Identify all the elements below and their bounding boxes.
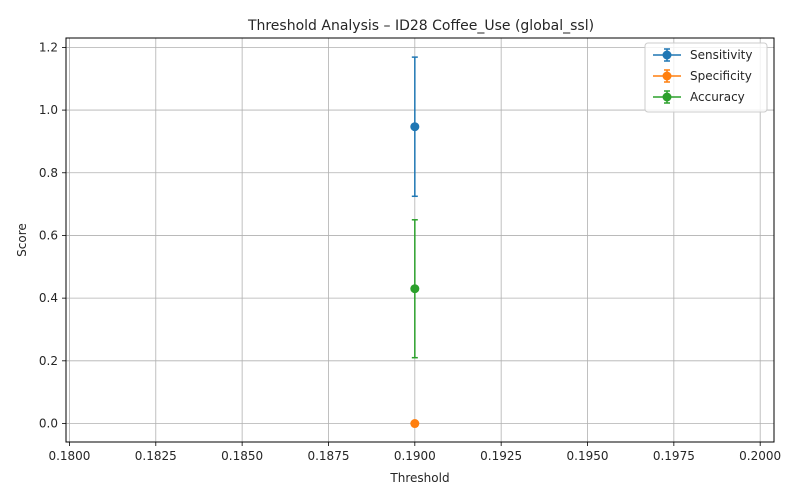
- legend-box: [644, 42, 768, 113]
- legend-label-sensitivity: Sensitivity: [690, 48, 752, 62]
- legend-marker-sensitivity: [662, 50, 672, 60]
- data-point-specificity: [410, 419, 420, 429]
- x-tick-label: 0.1800: [48, 449, 90, 463]
- y-tick-label: 0.0: [39, 417, 58, 431]
- plot-frame: [65, 37, 775, 443]
- x-tick-label: 0.1925: [480, 449, 522, 463]
- y-tick-label: 0.4: [39, 291, 58, 305]
- legend-entry-accuracy: Accuracy: [653, 90, 745, 104]
- x-tick-label: 0.1950: [567, 449, 609, 463]
- y-tick-label: 1.2: [39, 40, 58, 54]
- series-accuracy: [410, 219, 420, 359]
- series-specificity: [410, 419, 420, 429]
- x-tick-label: 0.1900: [394, 449, 436, 463]
- series-sensitivity: [410, 56, 420, 198]
- data-series: [410, 56, 420, 429]
- data-point-sensitivity: [410, 122, 420, 132]
- y-axis-label: Score: [15, 223, 29, 257]
- x-tick-label: 0.1975: [653, 449, 695, 463]
- x-axis-ticks: 0.1800 0.1825 0.1850 0.1875 0.1900 0.1925 0.19…: [48, 442, 781, 463]
- x-tick-label: 0.1850: [221, 449, 263, 463]
- y-tick-label: 0.2: [39, 354, 58, 368]
- legend-label-accuracy: Accuracy: [690, 90, 745, 104]
- chart-title: Threshold Analysis – ID28 Coffee_Use (gl…: [247, 18, 594, 34]
- legend-marker-accuracy: [662, 92, 672, 102]
- legend: Sensitivity Specificity Accuracy: [644, 42, 768, 113]
- legend-marker-specificity: [662, 71, 672, 81]
- x-tick-label: 0.2000: [739, 449, 781, 463]
- x-axis-label: Threshold: [389, 471, 449, 485]
- y-axis-ticks: 0.0 0.2 0.4 0.6 0.8 1.0 1.2: [39, 40, 66, 431]
- data-point-accuracy: [410, 284, 420, 294]
- legend-entry-specificity: Specificity: [653, 69, 752, 83]
- legend-label-specificity: Specificity: [690, 69, 752, 83]
- x-tick-label: 0.1825: [135, 449, 177, 463]
- x-tick-label: 0.1875: [307, 449, 349, 463]
- y-tick-label: 0.6: [39, 228, 58, 242]
- y-tick-label: 0.8: [39, 166, 58, 180]
- y-tick-label: 1.0: [39, 103, 58, 117]
- legend-entry-sensitivity: Sensitivity: [653, 48, 752, 62]
